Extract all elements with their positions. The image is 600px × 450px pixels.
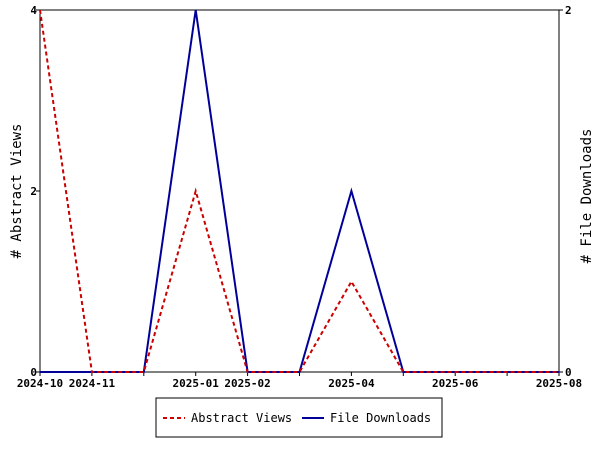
x-tick-label: 2025-08 (536, 377, 582, 390)
y-axis-title-right: # File Downloads (579, 129, 595, 264)
x-tick-label: 2025-06 (432, 377, 479, 390)
x-tick-label: 2025-01 (173, 377, 220, 390)
legend-label-abstract-views: Abstract Views (191, 411, 292, 425)
y-tick-label-left: 0 (30, 366, 37, 379)
x-tick-label: 2025-02 (224, 377, 270, 390)
y-tick-label-right: 0 (565, 366, 572, 379)
plot-layer: 2024-10 2024-11 2025-01 2025-02 2025-04 2025-… (17, 4, 582, 390)
legend: Abstract Views File Downloads (155, 397, 443, 438)
y-tick-label-left: 2 (30, 185, 37, 198)
legend-box (155, 397, 443, 438)
legend-label-file-downloads: File Downloads (330, 411, 431, 425)
y-tick-label-right: 2 (565, 4, 572, 17)
plot-frame (39, 9, 560, 373)
x-tick-label: 2024-11 (69, 377, 116, 390)
series-line-abstract-views (39, 9, 559, 373)
series-line-file-downloads (40, 9, 559, 373)
y-axis-title-left: # Abstract Views (9, 124, 25, 259)
x-tick-label: 2024-10 (17, 377, 63, 390)
x-tick-label: 2025-04 (328, 377, 375, 390)
y-tick-label-left: 4 (30, 4, 37, 17)
